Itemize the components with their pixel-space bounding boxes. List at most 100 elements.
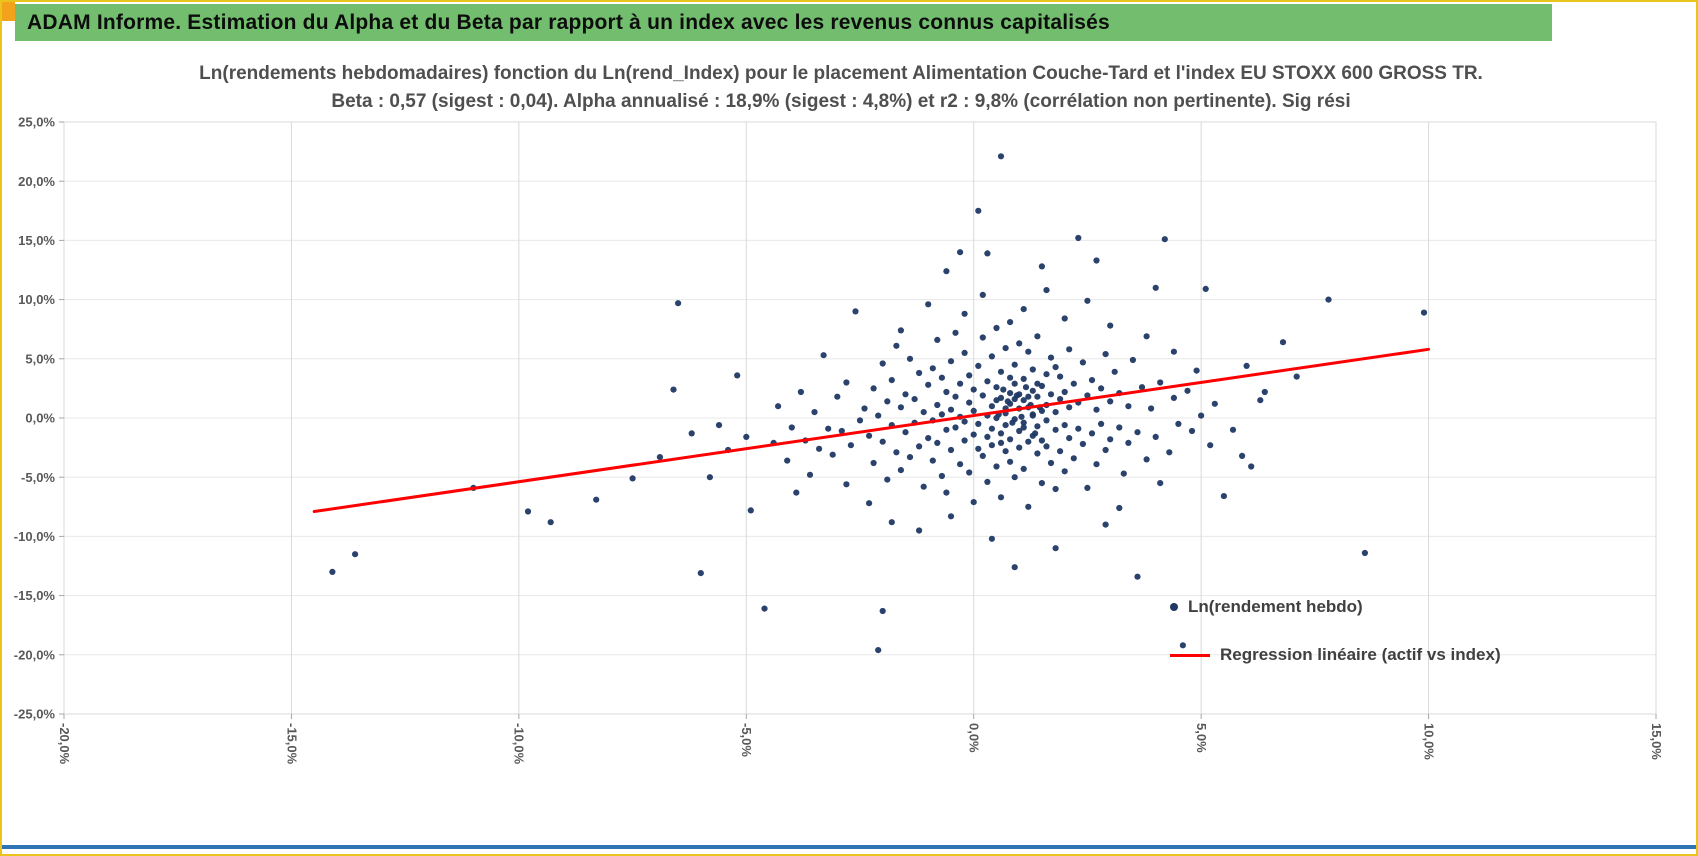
scatter-point	[925, 301, 932, 308]
scatter-point	[1152, 284, 1159, 291]
scatter-point	[1007, 436, 1014, 443]
scatter-point	[1088, 377, 1096, 384]
legend-item-regression[interactable]: Regression linéaire (actif vs index)	[1170, 642, 1501, 668]
scatter-point	[1116, 504, 1123, 512]
scatter-point	[1052, 409, 1059, 416]
scatter-point	[1061, 468, 1068, 475]
scatter-point	[1043, 371, 1050, 378]
legend-item-points[interactable]: Ln(rendement hebdo)	[1170, 594, 1501, 620]
scatter-point	[888, 377, 895, 384]
scatter-point	[1009, 419, 1016, 426]
scatter-point	[1034, 333, 1041, 340]
scatter-point	[811, 409, 818, 416]
scatter-point	[1020, 465, 1027, 472]
scatter-point	[1098, 420, 1105, 427]
scatter-point	[1084, 297, 1091, 304]
scatter-point	[1188, 427, 1196, 435]
scatter-point	[916, 369, 923, 377]
scatter-point	[697, 570, 704, 577]
x-axis-tick-label: 15,0%	[1649, 723, 1664, 760]
bottom-edge-bar	[2, 845, 1696, 849]
scatter-point	[875, 647, 882, 654]
scatter-point	[984, 250, 991, 257]
scatter-point	[1134, 573, 1141, 580]
scatter-point	[929, 365, 936, 372]
scatter-point	[866, 432, 873, 439]
chart-title-line2: Beta : 0,57 (sigest : 0,04). Alpha annua…	[331, 91, 1351, 112]
scatter-point	[1020, 419, 1027, 426]
scatter-point	[884, 476, 891, 483]
x-axis-tick-label: -20,0%	[57, 723, 72, 765]
scatter-point	[970, 386, 977, 393]
x-axis-tick-label: 10,0%	[1421, 723, 1436, 760]
scatter-point	[1325, 296, 1332, 303]
scatter-point	[1011, 361, 1018, 368]
regression-line[interactable]	[312, 347, 1431, 514]
scatter-marker-icon	[1170, 603, 1178, 611]
scatter-point	[775, 403, 782, 410]
scatter-point	[961, 437, 968, 444]
scatter-point	[1170, 348, 1177, 355]
scatter-point	[1038, 437, 1045, 444]
x-axis-tick-label: -15,0%	[284, 723, 299, 765]
scatter-point	[1175, 420, 1182, 427]
scatter-point	[834, 393, 841, 400]
scatter-point	[1034, 380, 1041, 387]
scatter-point	[593, 496, 600, 503]
scatter-point	[747, 507, 754, 514]
scatter-point	[993, 384, 1000, 391]
scatter-point	[884, 398, 891, 405]
chart[interactable]: Ln(rendements hebdomadaires) fonction du…	[6, 46, 1696, 816]
scatter-point	[1120, 470, 1127, 477]
scatter-point	[975, 445, 982, 452]
scatter-point	[1420, 309, 1428, 316]
scatter-point	[820, 352, 827, 359]
scatter-point	[957, 380, 964, 387]
scatter-point	[629, 475, 636, 482]
x-axis-tick-label: -10,0%	[512, 723, 527, 765]
scatter-point	[997, 494, 1005, 501]
scatter-point	[902, 391, 909, 398]
scatter-point	[1016, 391, 1023, 398]
scatter-point	[1079, 359, 1086, 366]
selection-handle-icon	[2, 2, 15, 21]
scatter-point	[866, 500, 873, 507]
scatter-point	[743, 433, 750, 440]
scatter-point	[1034, 423, 1041, 430]
scatter-point	[961, 310, 968, 317]
y-axis-tick-label: -25,0%	[14, 707, 56, 722]
scatter-point	[734, 372, 741, 379]
plot-area[interactable]: 25,0% 20,0% 15,0% 10,0% 5,0% 0,0% -5,0% -10,0% -…	[6, 46, 1696, 816]
scatter-point	[929, 457, 936, 464]
x-axis-tick-label: 0,0%	[967, 723, 982, 753]
legend-label-regression: Regression linéaire (actif vs index)	[1220, 645, 1501, 664]
scatter-point	[1279, 339, 1287, 346]
scatter-point	[916, 443, 923, 450]
scatter-point	[947, 446, 955, 454]
scatter-point	[1000, 386, 1007, 393]
scatter-point	[906, 454, 914, 461]
scatter-point	[793, 489, 800, 496]
scatter-point	[1029, 412, 1036, 419]
scatter-point	[1157, 379, 1164, 386]
scatter-point	[961, 418, 968, 425]
scatter-point	[784, 457, 791, 464]
scatter-point	[1070, 380, 1077, 387]
scatter-point	[1020, 375, 1027, 382]
scatter-point	[1093, 461, 1100, 468]
scatter-point	[1016, 340, 1023, 347]
scatter-point	[352, 551, 359, 558]
scatter-point	[875, 412, 882, 419]
scatter-point	[1025, 393, 1032, 400]
y-axis-tick-label: 5,0%	[25, 351, 55, 366]
header-cell[interactable]: ADAM Informe. Estimation du Alpha et du …	[15, 4, 1552, 41]
scatter-point	[961, 349, 968, 356]
scatter-point	[847, 442, 855, 449]
scatter-point	[1002, 345, 1009, 352]
scatter-point	[925, 381, 932, 388]
scatter-point	[1220, 493, 1227, 500]
scatter-point	[897, 467, 905, 474]
y-axis-tick-label: 10,0%	[18, 292, 55, 307]
scatter-point	[1207, 442, 1214, 449]
